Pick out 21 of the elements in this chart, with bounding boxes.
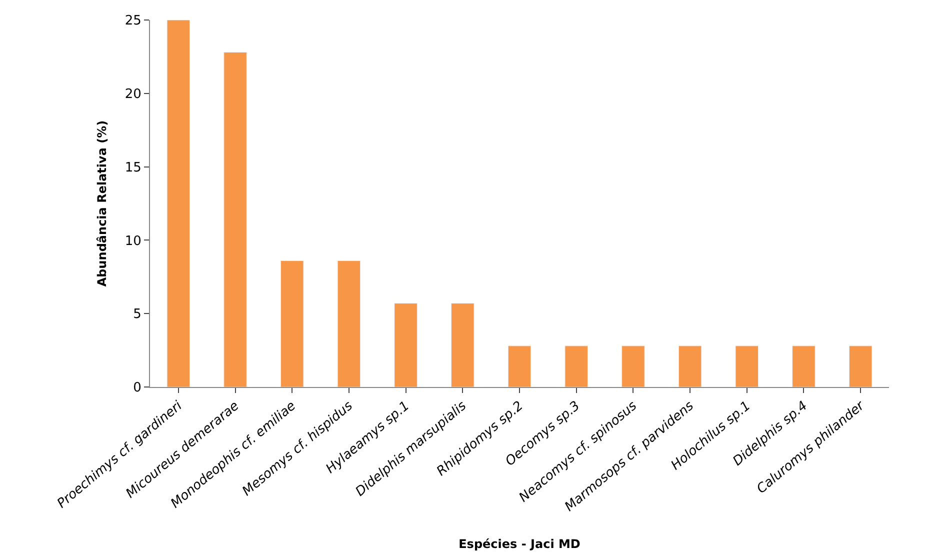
y-tick-label: 10 bbox=[124, 234, 142, 249]
y-tick-label: 15 bbox=[124, 160, 142, 176]
x-axis-title: Espécies - Jaci MD bbox=[458, 536, 580, 551]
bar bbox=[508, 346, 532, 387]
bar bbox=[451, 303, 474, 387]
bar bbox=[166, 20, 190, 387]
bar bbox=[678, 346, 702, 387]
y-tick-label: 20 bbox=[124, 86, 142, 102]
y-axis-title: Abundância Relativa (%) bbox=[95, 120, 110, 287]
y-tick-label: 25 bbox=[124, 14, 142, 29]
bar bbox=[224, 52, 247, 387]
y-tick-label: 5 bbox=[133, 307, 142, 322]
bar bbox=[622, 346, 645, 387]
y-tick-label: 0 bbox=[133, 380, 142, 396]
bar bbox=[337, 260, 361, 387]
bar bbox=[280, 260, 304, 387]
bar bbox=[564, 346, 588, 387]
bar bbox=[394, 303, 418, 387]
bar bbox=[735, 346, 758, 387]
bar bbox=[792, 346, 816, 387]
bar bbox=[848, 346, 872, 387]
